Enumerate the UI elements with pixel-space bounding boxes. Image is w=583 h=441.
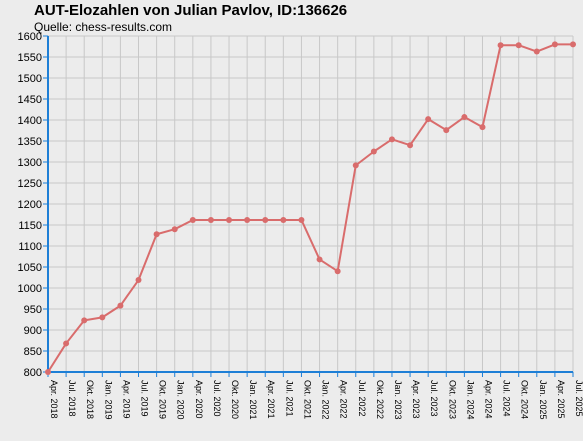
data-point [479,124,486,131]
data-point [515,42,522,49]
x-tick-label: Jul. 2023 [429,380,439,417]
data-point [443,127,450,134]
data-point [388,136,395,143]
data-point [316,256,323,263]
y-tick-label: 1500 [18,73,42,85]
data-point [153,231,160,238]
data-point [244,216,251,223]
x-tick-label: Jul. 2025 [574,380,583,417]
x-tick-label: Apr. 2025 [556,380,566,419]
x-tick-label: Apr. 2022 [339,380,349,419]
y-tick-label: 850 [24,346,42,358]
x-tick-label: Jul. 2019 [140,380,150,417]
y-tick-label: 1000 [18,283,42,295]
data-point [99,314,106,321]
data-point [298,216,305,223]
x-tick-label: Jan. 2024 [465,380,475,420]
y-tick-label: 1200 [18,199,42,211]
x-tick-label: Apr. 2019 [121,380,131,419]
data-point [334,268,341,275]
y-tick-label: 950 [24,304,42,316]
x-tick-label: Apr. 2024 [483,380,493,419]
data-point [425,116,432,123]
y-tick-label: 1550 [18,52,42,64]
y-tick-label: 1050 [18,262,42,274]
data-point [262,216,269,223]
x-tick-label: Jan. 2025 [538,380,548,420]
x-tick-label: Apr. 2020 [194,380,204,419]
x-tick-label: Okt. 2022 [375,380,385,419]
data-point [135,277,142,284]
x-tick-label: Okt. 2019 [158,380,168,419]
data-point [533,48,540,55]
y-tick-label: 1350 [18,136,42,148]
y-tick-label: 1400 [18,115,42,127]
x-tick-label: Apr. 2021 [266,380,276,419]
data-point [370,148,377,155]
y-tick-label: 1450 [18,94,42,106]
data-point [171,226,178,233]
x-tick-label: Jul. 2021 [284,380,294,417]
x-tick-label: Jan. 2020 [176,380,186,420]
x-tick-label: Apr. 2023 [411,380,421,419]
data-point [117,302,124,309]
y-tick-label: 1300 [18,157,42,169]
data-point [461,114,468,121]
x-tick-label: Jul. 2020 [212,380,222,417]
x-tick-label: Okt. 2023 [447,380,457,419]
data-point [497,42,504,49]
data-point [407,142,414,149]
data-point [63,340,70,347]
x-tick-label: Jan. 2021 [248,380,258,420]
data-point [352,162,359,169]
y-tick-label: 1600 [18,31,42,43]
x-tick-label: Okt. 2021 [302,380,312,419]
series-line [47,43,573,373]
y-tick-label: 800 [24,367,42,379]
x-tick-label: Okt. 2024 [520,380,530,419]
data-point [551,41,558,48]
data-point [280,216,287,223]
x-tick-label: Okt. 2018 [85,380,95,419]
x-tick-label: Jan. 2022 [321,380,331,420]
x-tick-label: Jul. 2024 [502,380,512,417]
data-point [45,369,51,375]
y-tick-label: 900 [24,325,42,337]
y-tick-label: 1150 [18,220,42,232]
x-tick-label: Apr. 2018 [49,380,59,419]
data-point [570,41,576,48]
data-point [207,216,214,223]
y-tick-label: 1250 [18,178,42,190]
x-tick-label: Jan. 2023 [393,380,403,420]
x-tick-label: Jul. 2018 [67,380,77,417]
chart-source: Quelle: chess-results.com [34,20,173,34]
data-point [189,216,196,223]
y-tick-label: 1100 [18,241,42,253]
data-point [226,216,233,223]
x-tick-label: Jan. 2019 [103,380,113,420]
chart-title: AUT-Elozahlen von Julian Pavlov, ID:1366… [34,2,348,19]
x-tick-label: Okt. 2020 [230,380,240,419]
data-point [81,317,88,324]
x-tick-label: Jul. 2022 [357,380,367,417]
